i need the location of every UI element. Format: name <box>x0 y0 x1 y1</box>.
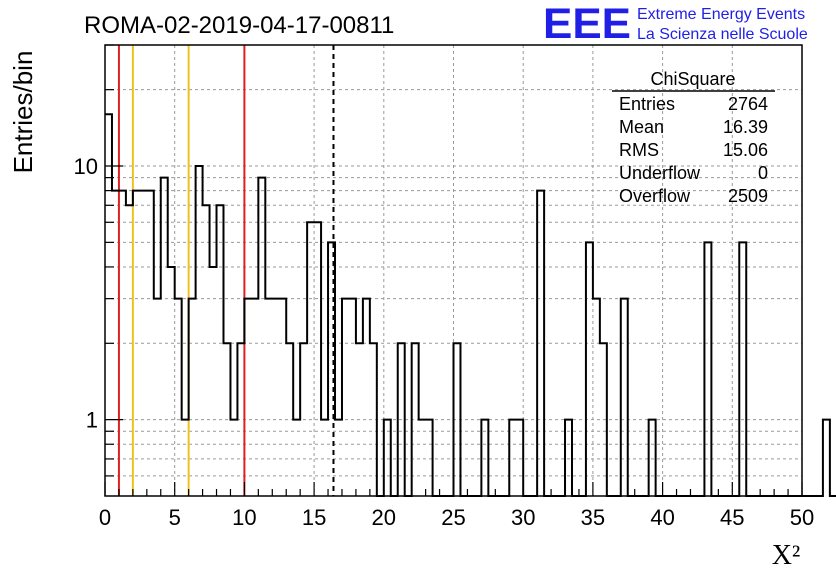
stats-overflow-value: 2509 <box>728 186 768 206</box>
x-tick-label: 5 <box>169 505 181 530</box>
stats-underflow-label: Underflow <box>619 163 701 183</box>
tick-labels: 0 5 10 15 20 25 30 35 40 45 50 1 10 <box>74 154 815 530</box>
eee-logo: EEE Extreme Energy Events La Scienza nel… <box>543 0 808 48</box>
stats-mean-label: Mean <box>619 117 664 137</box>
stats-rms-label: RMS <box>619 140 659 160</box>
x-tick-label: 20 <box>372 505 396 530</box>
x-tick-label: 50 <box>790 505 814 530</box>
y-tick-label: 1 <box>86 408 98 433</box>
x-tick-label: 10 <box>232 505 256 530</box>
reference-lines <box>117 45 335 496</box>
stats-title: ChiSquare <box>650 69 735 89</box>
y-axis-label: Entries/bin <box>8 51 38 174</box>
logo-line1: Extreme Energy Events <box>637 6 805 23</box>
chart-title: ROMA-02-2019-04-17-00811 <box>84 12 394 39</box>
x-axis-label: X² <box>772 540 801 571</box>
logo-mark: EEE <box>543 0 631 48</box>
axes <box>104 44 803 497</box>
x-tick-label: 30 <box>511 505 535 530</box>
stats-underflow-value: 0 <box>758 163 768 183</box>
stats-overflow-label: Overflow <box>619 186 691 206</box>
y-tick-label: 10 <box>74 154 98 179</box>
stats-rms-value: 15.06 <box>723 140 768 160</box>
logo-line2: La Scienza nelle Scuole <box>637 26 808 43</box>
stats-mean-value: 16.39 <box>723 117 768 137</box>
stats-entries-label: Entries <box>619 94 675 114</box>
x-tick-label: 0 <box>99 505 111 530</box>
x-tick-label: 45 <box>720 505 744 530</box>
x-tick-label: 25 <box>441 505 465 530</box>
x-tick-label: 15 <box>302 505 326 530</box>
x-tick-label: 35 <box>581 505 605 530</box>
stats-entries-value: 2764 <box>728 94 768 114</box>
stats-box: ChiSquare Entries 2764 Mean 16.39 RMS 15… <box>612 69 775 206</box>
x-tick-label: 40 <box>650 505 674 530</box>
histogram-outline <box>105 113 836 497</box>
